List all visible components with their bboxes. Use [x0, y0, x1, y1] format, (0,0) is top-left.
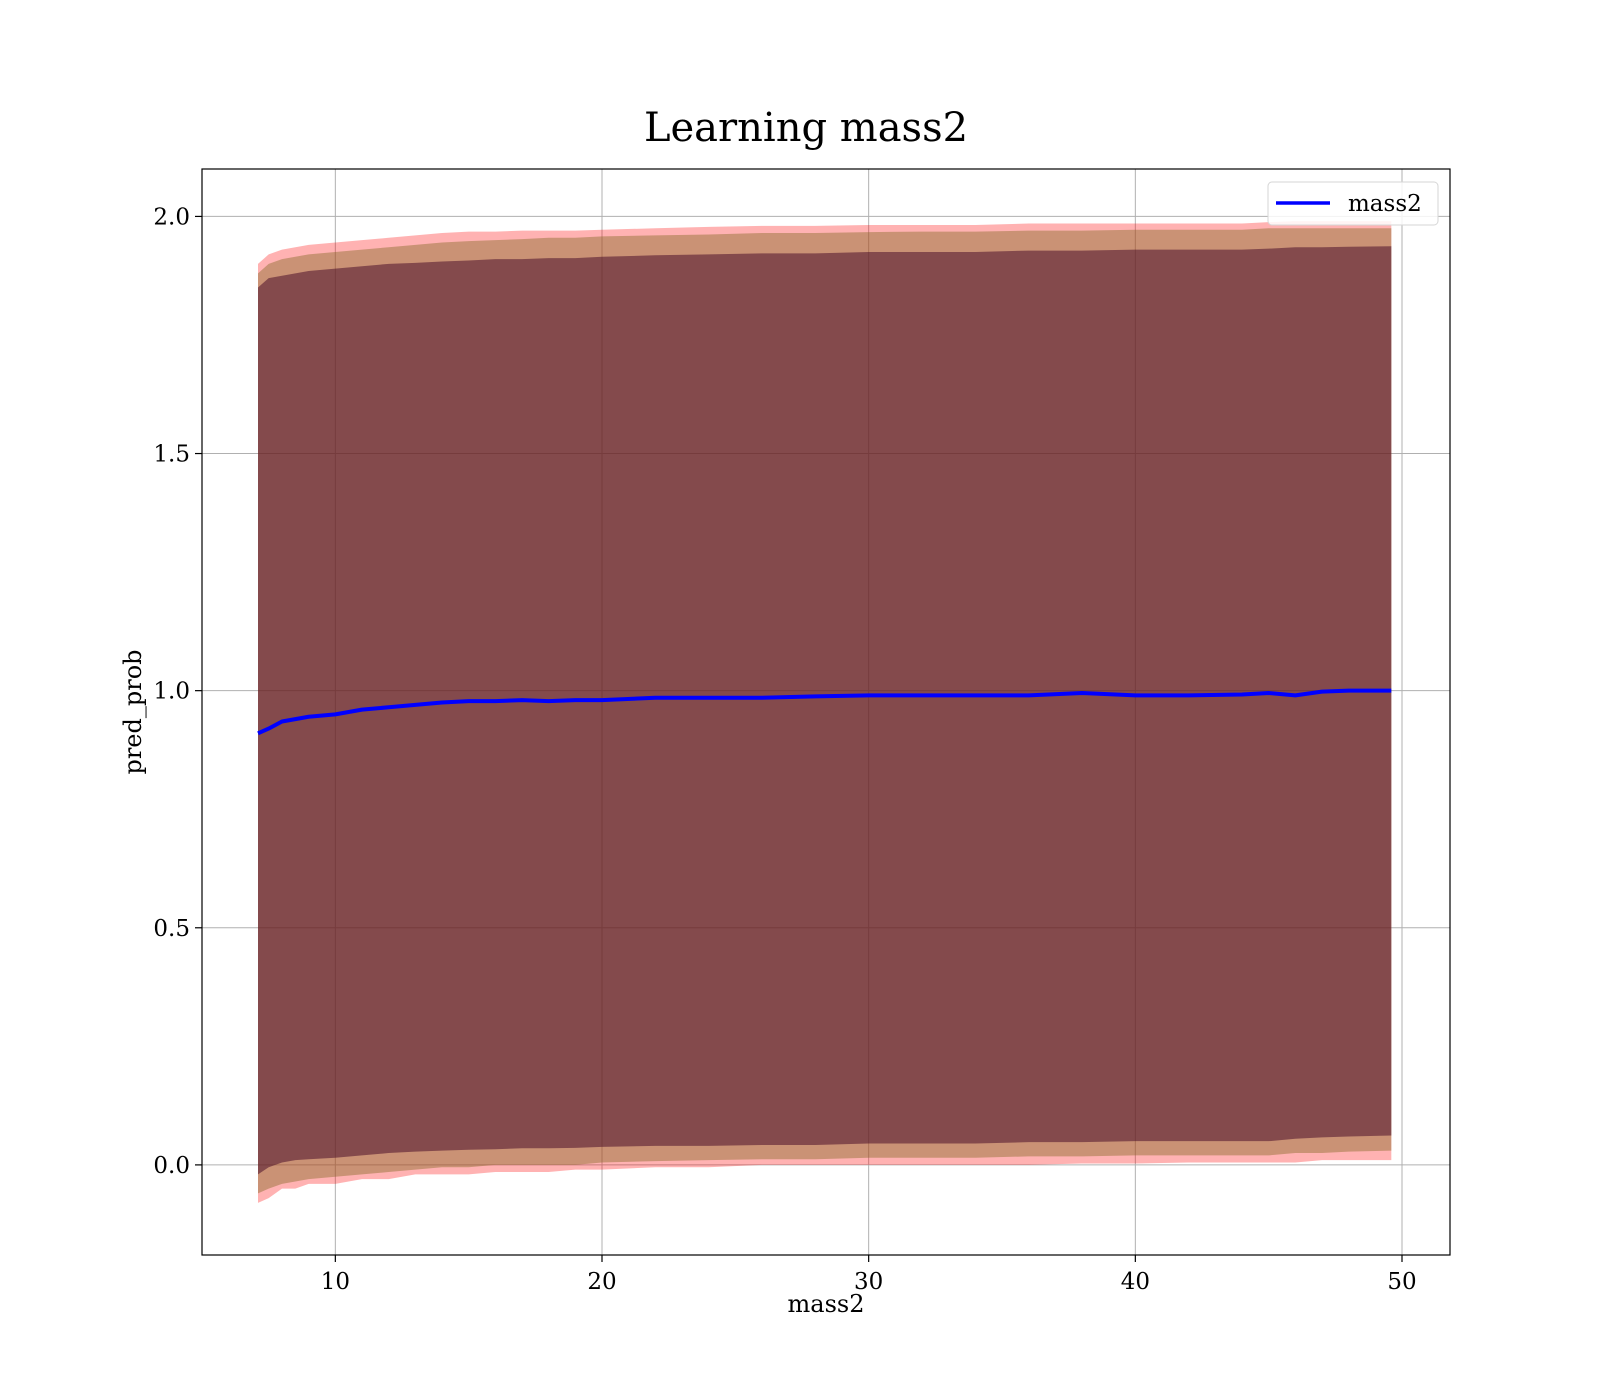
- y-tick-label: 0.0: [153, 1153, 190, 1179]
- legend: mass2: [1267, 181, 1439, 226]
- y-tick-label: 0.5: [153, 916, 190, 942]
- x-axis-label: mass2: [788, 1290, 865, 1318]
- x-tick-label: 20: [587, 1269, 616, 1295]
- x-tick-label: 50: [1387, 1269, 1416, 1295]
- plot-frame: [201, 168, 1451, 1256]
- axis-ticks: 10 20 30 40 50 0.0 0.5 1.0 1.5 2.0: [153, 204, 1416, 1295]
- y-tick-label: 1.5: [153, 442, 190, 468]
- band-inner: [258, 246, 1392, 1175]
- legend-box: [1267, 181, 1439, 226]
- y-tick-label: 2.0: [153, 204, 190, 230]
- series-line-mass2: [257, 688, 1392, 736]
- x-tick-label: 30: [854, 1269, 883, 1295]
- legend-label-mass2: mass2: [1348, 191, 1422, 217]
- chart-title: Learning mass2: [644, 105, 968, 151]
- x-tick-label: 10: [321, 1269, 350, 1295]
- y-axis-label: pred_prob: [119, 649, 147, 774]
- x-tick-label: 40: [1121, 1269, 1150, 1295]
- y-tick-label: 1.0: [153, 679, 190, 705]
- series-lines: [257, 688, 1392, 736]
- confidence-bands: [258, 221, 1392, 1203]
